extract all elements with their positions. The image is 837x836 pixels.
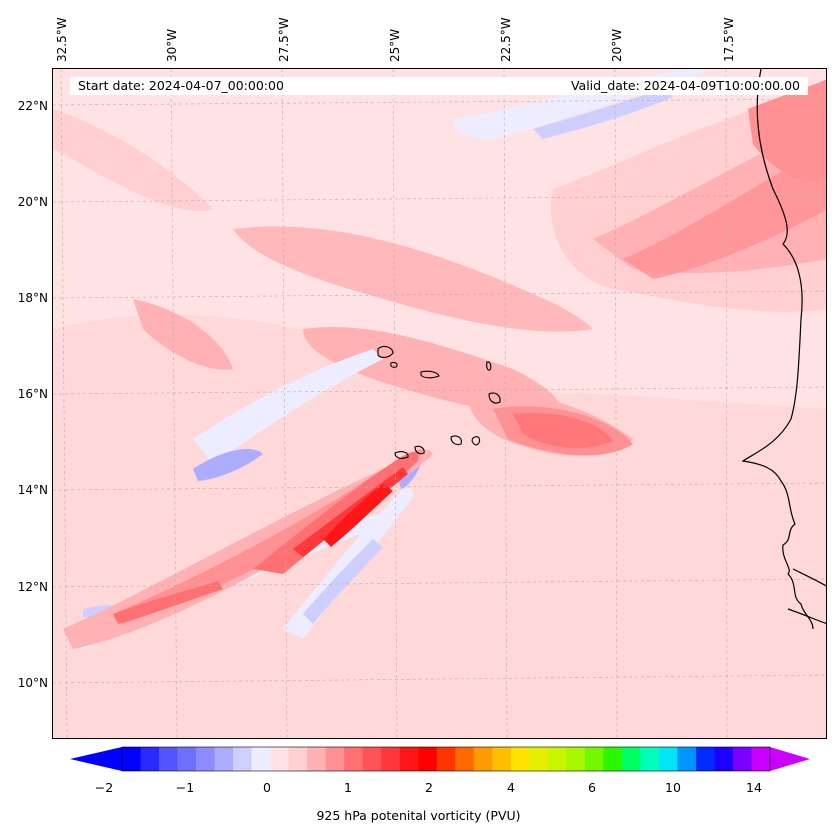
colorbar-tick: 2 — [425, 780, 433, 795]
valid-date-label: Valid_date: 2024-04-09T10:00:00.00 — [570, 78, 800, 93]
colorbar-segment — [177, 747, 197, 771]
longitude-label: 20°W — [610, 28, 624, 62]
colorbar-segment — [233, 747, 253, 771]
colorbar-tick: 10 — [665, 780, 681, 795]
longitude-label: 32.5°W — [55, 17, 69, 62]
latitude-label: 12°N — [17, 580, 48, 594]
gridlines — [53, 69, 826, 738]
colorbar-segment — [270, 747, 290, 771]
colorbar-tick: 4 — [507, 780, 515, 795]
colorbar-extend-max — [770, 747, 810, 771]
colorbar-segment — [381, 747, 401, 771]
colorbar-segment — [732, 747, 752, 771]
colorbar-tick: 1 — [344, 780, 352, 795]
colorbar-segment — [307, 747, 327, 771]
islands — [377, 345, 501, 459]
colorbar-segment — [714, 747, 734, 771]
colorbar-extend-min — [70, 747, 122, 771]
colorbar-tick: 14 — [746, 780, 762, 795]
colorbar-segment — [640, 747, 660, 771]
info-banner: Start date: 2024-04-07_00:00:00 Valid_da… — [70, 77, 808, 95]
colorbar-segment — [418, 747, 438, 771]
colorbar-segment — [584, 747, 604, 771]
latitude-label: 16°N — [17, 387, 48, 401]
colorbar-segment — [436, 747, 456, 771]
coastline — [741, 69, 826, 630]
longitude-label: 27.5°W — [277, 17, 291, 62]
colorbar-segment — [695, 747, 715, 771]
colorbar-segment — [492, 747, 512, 771]
latitude-label: 14°N — [17, 483, 48, 497]
colorbar-segment — [196, 747, 216, 771]
colorbar — [70, 746, 810, 772]
colorbar-title: 925 hPa potenital vorticity (PVU) — [316, 808, 521, 823]
colorbar-segment — [621, 747, 641, 771]
longitude-label: 30°W — [165, 28, 179, 62]
latitude-label: 18°N — [17, 291, 48, 305]
colorbar-segment — [122, 747, 142, 771]
colorbar-segment — [658, 747, 678, 771]
colorbar-segment — [473, 747, 493, 771]
colorbar-segment — [547, 747, 567, 771]
colorbar-segment — [159, 747, 179, 771]
pv-maximum-streak — [63, 449, 433, 649]
colorbar-segment — [603, 747, 623, 771]
colorbar-segment — [399, 747, 419, 771]
colorbar-segment — [751, 747, 771, 771]
colorbar-segment — [529, 747, 549, 771]
longitude-label: 22.5°W — [499, 17, 513, 62]
longitude-label: 25°W — [388, 28, 402, 62]
latitude-label: 20°N — [17, 195, 48, 209]
colorbar-segment — [455, 747, 475, 771]
colorbar-segment — [362, 747, 382, 771]
latitude-label: 10°N — [17, 676, 48, 690]
colorbar-segment — [140, 747, 160, 771]
colorbar-segment — [510, 747, 530, 771]
colorbar-segments — [122, 747, 771, 771]
colorbar-tick: −2 — [94, 780, 114, 795]
colorbar-segment — [251, 747, 271, 771]
colorbar-segment — [325, 747, 345, 771]
colorbar-segment — [677, 747, 697, 771]
colorbar-tick: −1 — [175, 780, 195, 795]
map-panel — [52, 68, 827, 739]
colorbar-outline — [121, 746, 771, 772]
colorbar-segment — [288, 747, 308, 771]
vorticity-field — [53, 69, 826, 738]
colorbar-tick: 6 — [588, 780, 596, 795]
colorbar-segment — [344, 747, 364, 771]
longitude-label: 17.5°W — [722, 17, 736, 62]
start-date-label: Start date: 2024-04-07_00:00:00 — [78, 78, 284, 93]
pv-contours-positive — [53, 79, 826, 738]
colorbar-segment — [566, 747, 586, 771]
colorbar-segment — [214, 747, 234, 771]
latitude-label: 22°N — [17, 99, 48, 113]
colorbar-tick: 0 — [263, 780, 271, 795]
